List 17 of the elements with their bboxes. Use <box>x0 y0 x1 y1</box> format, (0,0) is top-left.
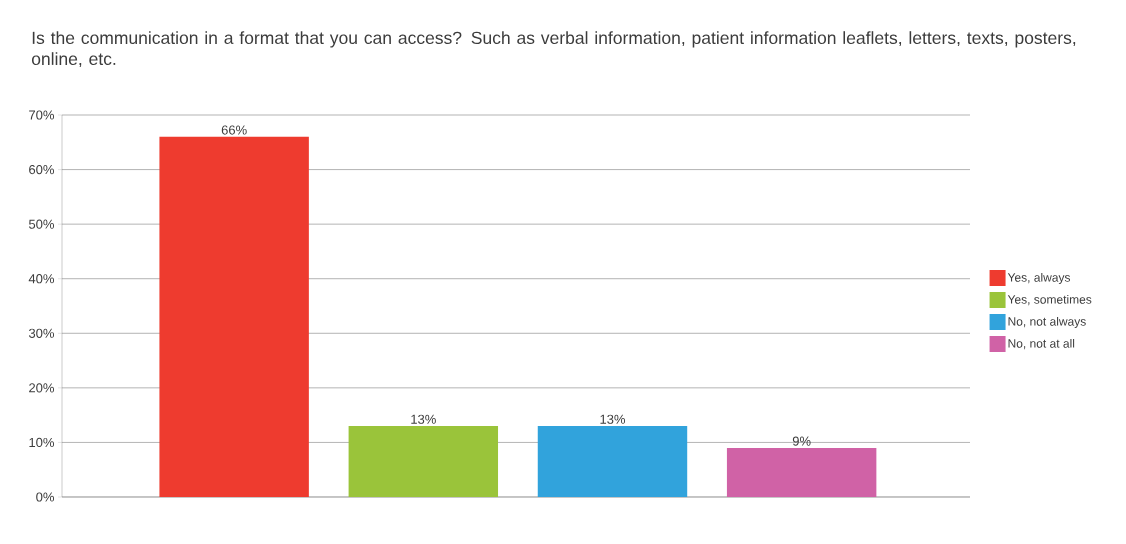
legend-label: Yes, sometimes <box>1007 294 1092 306</box>
y-tick-label: 70% <box>29 110 55 120</box>
chart-title: Is the communication in a format that you can access? Such as verbal information, patient information leaflets, letters, texts, posters, online, etc. <box>31 31 1076 68</box>
y-tick-label: 40% <box>28 274 55 284</box>
y-tick-label: 20% <box>29 383 55 393</box>
y-tick-label: 0% <box>36 492 55 502</box>
legend-label: No, not at all <box>1008 338 1075 350</box>
y-tick-label: 60% <box>29 164 55 175</box>
legend-label: Yes, always <box>1007 272 1071 285</box>
y-tick-label: 50% <box>28 219 55 229</box>
y-tick-label: 30% <box>28 328 55 338</box>
data-label: 9% <box>792 436 811 446</box>
y-tick-label: 10% <box>29 437 55 448</box>
data-label: 13% <box>600 414 626 424</box>
data-label: 66% <box>221 125 247 135</box>
legend-label: No, not always <box>1008 316 1086 329</box>
data-label: 13% <box>411 414 436 424</box>
